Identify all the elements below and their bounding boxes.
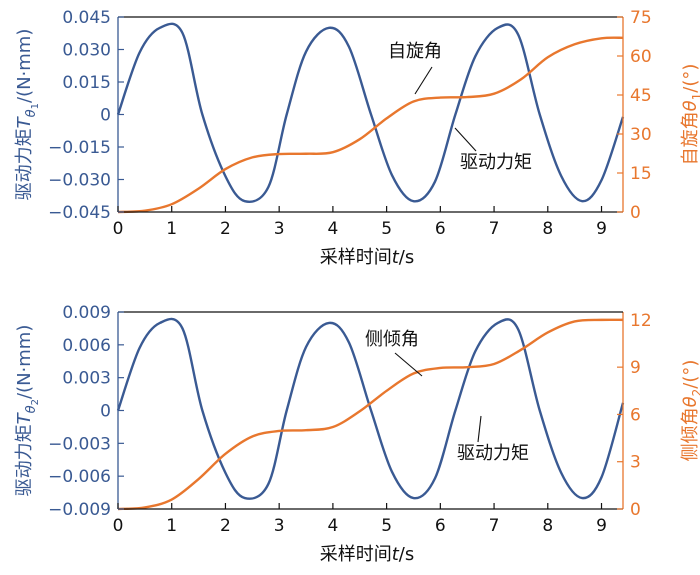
y-left-tick-label: −0.003 xyxy=(48,434,111,454)
y-left-tick-label: 0.030 xyxy=(62,41,111,61)
annotation-leader-line xyxy=(394,352,423,377)
y-right-tick-label: 60 xyxy=(630,47,652,67)
x-tick-label: 6 xyxy=(435,516,446,536)
y-right-tick-label: 15 xyxy=(630,164,652,184)
annotation-label: 自旋角 xyxy=(388,41,442,62)
y-left-tick-label: −0.030 xyxy=(48,171,111,191)
y-left-tick-label: −0.006 xyxy=(48,467,111,487)
x-axis-label: 采样时间t/s xyxy=(320,247,415,268)
y-left-tick-label: 0.003 xyxy=(62,369,111,389)
annotation-leader-line xyxy=(477,415,482,443)
chart-2: 0 1 2 3 4 5 6 7 8 90.0090.0060.0030−0.003−0.006−0… xyxy=(14,303,700,565)
x-axis-label: 采样时间t/s xyxy=(320,544,415,565)
y-left-axis-label: 驱动力矩Tθ2/(N·mm) xyxy=(14,325,41,497)
y-left-tick-label: −0.045 xyxy=(48,203,111,223)
x-tick-label: 5 xyxy=(381,516,392,536)
y-right-axis-label: 侧倾角θ2/(°) xyxy=(680,360,700,462)
y-left-axis-label: 驱动力矩Tθ1/(N·mm) xyxy=(14,29,41,201)
x-tick-label: 9 xyxy=(596,219,607,239)
x-tick-label: 2 xyxy=(220,219,231,239)
x-tick-label: 3 xyxy=(274,516,285,536)
y-right-axis-label: 自旋角θ1/(°) xyxy=(680,64,700,166)
x-tick-label: 5 xyxy=(381,219,392,239)
y-left-tick-label: 0 xyxy=(100,402,111,422)
y-left-tick-label: 0.045 xyxy=(62,8,111,28)
annotation-leader-line xyxy=(414,66,433,95)
x-tick-label: 4 xyxy=(327,219,338,239)
y-left-tick-label: 0.009 xyxy=(62,303,111,323)
x-tick-label: 6 xyxy=(435,219,446,239)
x-tick-label: 3 xyxy=(274,219,285,239)
annotation-label: 驱动力矩 xyxy=(457,443,529,464)
y-left-tick-label: 0.015 xyxy=(62,73,111,93)
x-tick-label: 8 xyxy=(542,516,553,536)
x-tick-label: 0 xyxy=(113,219,124,239)
x-tick-label: 0 xyxy=(113,516,124,536)
torque-series-line xyxy=(116,317,625,500)
y-right-tick-label: 9 xyxy=(630,358,641,378)
x-tick-label: 1 xyxy=(166,219,177,239)
x-tick-label: 4 xyxy=(327,516,338,536)
y-right-tick-label: 0 xyxy=(630,500,641,520)
annotation-label: 驱动力矩 xyxy=(460,152,532,173)
x-tick-label: 8 xyxy=(542,219,553,239)
angle-series-line xyxy=(117,318,624,511)
angle-series-line xyxy=(117,36,624,214)
y-right-tick-label: 75 xyxy=(630,8,652,28)
y-right-tick-label: 30 xyxy=(630,125,652,145)
annotation-label: 侧倾角 xyxy=(365,329,419,350)
torque-series-line xyxy=(116,22,625,203)
x-tick-label: 7 xyxy=(489,516,500,536)
y-right-tick-label: 12 xyxy=(630,311,652,331)
y-right-tick-label: 6 xyxy=(630,405,641,425)
x-tick-label: 9 xyxy=(596,516,607,536)
x-tick-label: 7 xyxy=(489,219,500,239)
y-right-tick-label: 0 xyxy=(630,203,641,223)
y-left-tick-label: 0.006 xyxy=(62,336,111,356)
x-tick-label: 2 xyxy=(220,516,231,536)
y-left-tick-label: −0.009 xyxy=(48,500,111,520)
annotation-leader-line xyxy=(454,127,477,152)
chart-1: 0 1 2 3 4 5 6 7 8 90.0450.0300.0150−0.015−0.030−0… xyxy=(14,8,700,268)
x-tick-label: 1 xyxy=(166,516,177,536)
y-right-tick-label: 3 xyxy=(630,453,641,473)
y-left-tick-label: −0.015 xyxy=(48,138,111,158)
y-left-tick-label: 0 xyxy=(100,106,111,126)
y-right-tick-label: 45 xyxy=(630,86,652,106)
